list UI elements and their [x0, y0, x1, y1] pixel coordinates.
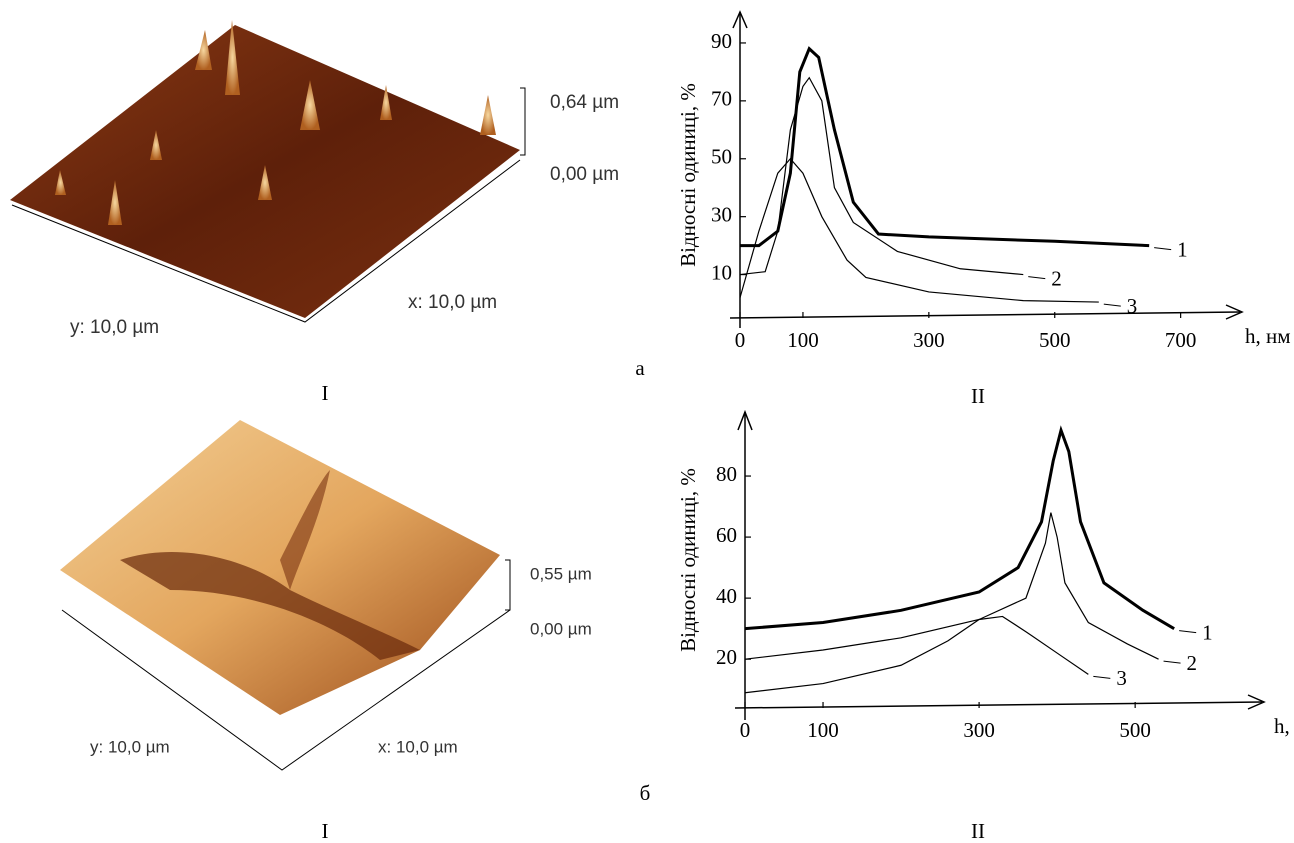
scale-label: 0,64 µm	[550, 92, 619, 113]
figure: 0,64 µm 0,00 µm x: 10,0 µm y: 10,0 µm 0,…	[0, 0, 1294, 843]
series-label: 2	[1051, 266, 1062, 290]
x-tick-label: 100	[787, 328, 819, 352]
y-axis-label: Відносні одиниці, %	[676, 468, 700, 652]
y-tick-label: 30	[711, 202, 732, 226]
x-tick-label: 100	[807, 718, 839, 742]
x-tick-label: 500	[1119, 718, 1151, 742]
panel-label: II	[971, 819, 985, 843]
series-label: 3	[1116, 666, 1127, 690]
y-tick-label: 10	[711, 260, 732, 284]
panel-label: II	[971, 384, 985, 408]
leader	[1179, 631, 1196, 633]
size-label: y: 10,0 µm	[90, 737, 170, 756]
line-series	[745, 513, 1159, 660]
line-series	[740, 78, 1023, 275]
scale-label: 0,00 µm	[550, 164, 619, 185]
series-label: 3	[1127, 294, 1138, 318]
afm-image-b: 0,55 µm 0,00 µm x: 10,0 µm y: 10,0 µm	[60, 420, 592, 770]
x-tick-label: 300	[913, 328, 945, 352]
leader	[1028, 277, 1045, 279]
y-axis-label: Відносні одиниці, %	[676, 83, 700, 267]
leader	[1154, 248, 1171, 250]
x-tick-label: 700	[1165, 328, 1197, 352]
x-tick-label: 0	[740, 718, 751, 742]
x-axis-label: h, нм	[1274, 714, 1294, 738]
panel-label: а	[635, 356, 645, 380]
leader	[1164, 661, 1181, 663]
panel-label: б	[640, 781, 651, 805]
line-series	[740, 159, 1099, 302]
panel-label: I	[322, 381, 329, 405]
size-label: x: 10,0 µm	[378, 737, 458, 756]
y-tick-label: 20	[716, 645, 737, 669]
afm-image-a: 0,64 µm 0,00 µm x: 10,0 µm y: 10,0 µm	[10, 20, 619, 338]
y-tick-label: 40	[716, 584, 737, 608]
line-series	[745, 616, 1088, 692]
x-tick-label: 300	[963, 718, 995, 742]
axes	[730, 12, 1264, 720]
series-label: 1	[1177, 237, 1188, 261]
y-tick-label: 60	[716, 523, 737, 547]
y-tick-label: 70	[711, 87, 732, 111]
y-tick-label: 80	[716, 462, 737, 486]
series-label: 2	[1187, 651, 1198, 675]
y-tick-label: 50	[711, 145, 732, 169]
leader	[1104, 304, 1121, 306]
size-label: x: 10,0 µm	[408, 292, 497, 313]
scale-label: 0,00 µm	[530, 619, 592, 638]
leader	[1093, 676, 1110, 678]
line-series	[745, 430, 1174, 628]
line-series	[740, 49, 1149, 246]
x-tick-label: 0	[735, 328, 746, 352]
x-axis-label: h, нм	[1245, 324, 1291, 348]
y-tick-label: 90	[711, 29, 732, 53]
size-label: y: 10,0 µm	[70, 317, 159, 338]
x-tick-label: 500	[1039, 328, 1071, 352]
panel-label: I	[322, 819, 329, 843]
scale-label: 0,55 µm	[530, 564, 592, 583]
series-label: 1	[1202, 620, 1213, 644]
